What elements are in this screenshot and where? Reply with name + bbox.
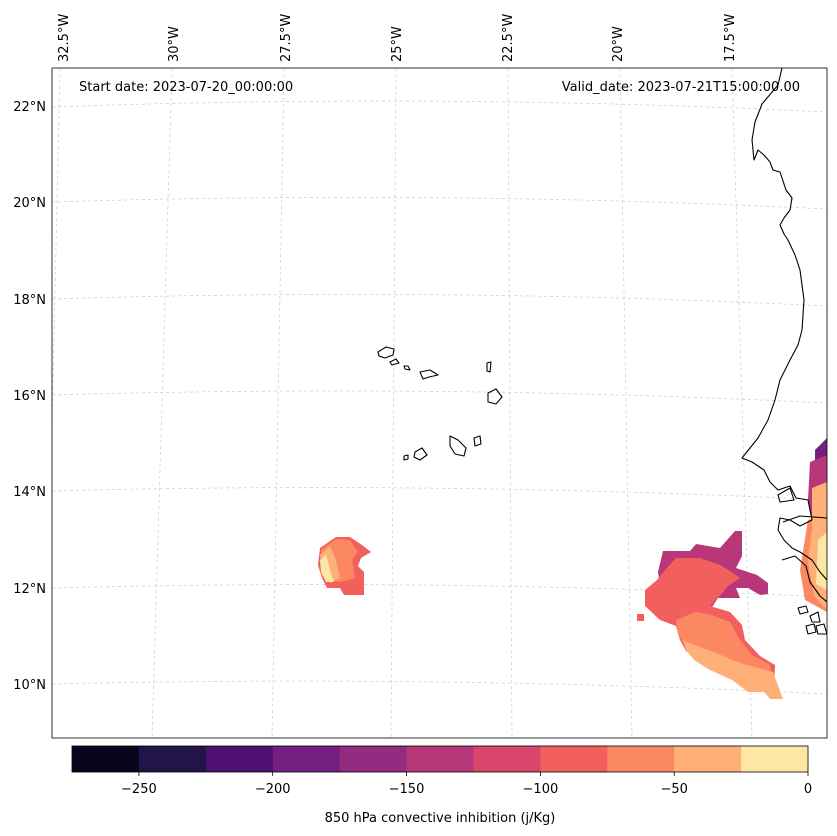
island-santiago (449, 435, 467, 457)
meridian-30w (151, 68, 173, 738)
parallel-20n (52, 196, 827, 210)
coast-bissagos-1 (797, 605, 809, 615)
colorbar-swatch (72, 746, 140, 772)
colorbar-swatch (339, 746, 408, 772)
colorbar-swatch (138, 746, 207, 772)
island-sao-nicolau (419, 369, 439, 380)
island-sao-vicente (377, 346, 395, 359)
cin-region-east-core (816, 532, 827, 590)
cin-region-se-dot (637, 614, 644, 621)
colorbar-tick-label: −250 (121, 782, 157, 797)
cin-field (318, 438, 827, 699)
colorbar-swatch (406, 746, 474, 772)
meridian-22.5w (507, 68, 513, 738)
colorbar-tick-label: −100 (523, 782, 559, 797)
parallel-16n (52, 390, 827, 404)
meridian-27.5w (271, 68, 285, 738)
colorbar-tick-label: −150 (389, 782, 425, 797)
coast-bissagos-2 (809, 611, 821, 623)
island-sal (486, 361, 492, 373)
coast-bissagos-4 (815, 623, 827, 635)
colorbar-swatch (205, 746, 274, 772)
island-maio (473, 435, 482, 447)
colorbar-swatch (607, 746, 675, 772)
colorbar-ticks (138, 772, 809, 776)
valid-date-label: Valid_date: 2023-07-21T15:00:00.00 (562, 80, 800, 95)
parallel-18n (52, 293, 827, 307)
island-santa-luzia (389, 358, 400, 366)
cin-region-se-light (683, 640, 783, 699)
lat-tick-20n: 20°N (13, 196, 46, 211)
meridian-17.5w (731, 68, 753, 738)
map-frame (51, 67, 828, 739)
coast-casamance (782, 515, 827, 523)
start-date-label: Start date: 2023-07-20_00:00:00 (79, 80, 293, 95)
island-branco (403, 365, 411, 371)
island-fogo (413, 447, 428, 461)
lon-tick-25w: 25°W (390, 26, 405, 62)
colorbar-swatch (272, 746, 341, 772)
cin-region-west-core (320, 555, 334, 582)
colorbar-swatch (741, 746, 809, 772)
graticule (52, 68, 827, 738)
meridian-20w (619, 68, 633, 738)
lat-tick-12n: 12°N (13, 582, 46, 597)
colorbar-swatches (72, 746, 809, 772)
parallel-12n (52, 584, 827, 598)
lon-tick-20w: 20°W (611, 26, 626, 62)
coastlines (377, 68, 827, 635)
lat-tick-10n: 10°N (13, 678, 46, 693)
parallel-14n (52, 487, 827, 501)
island-boa-vista (487, 388, 503, 405)
lat-tick-16n: 16°N (13, 389, 46, 404)
parallel-22n (52, 100, 827, 113)
colorbar-swatch (674, 746, 742, 772)
lon-tick-17.5w: 17.5°W (723, 14, 738, 62)
colorbar-frame (71, 745, 809, 773)
coast-bissagos-3 (805, 623, 817, 635)
colorbar-tick-label: 0 (804, 782, 812, 797)
colorbar-swatch (540, 746, 608, 772)
coast-gambia (777, 487, 795, 503)
parallel-10n (52, 680, 827, 695)
lat-tick-14n: 14°N (13, 485, 46, 500)
lon-tick-30w: 30°W (167, 26, 182, 62)
colorbar-tick-label: −200 (255, 782, 291, 797)
colorbar-swatch (473, 746, 541, 772)
lon-tick-32.5w: 32.5°W (57, 14, 72, 62)
colorbar-tick-label: −50 (660, 782, 687, 797)
colorbar: −250 −200 −150 −100 −50 0 850 hPa convec… (71, 745, 812, 826)
meridian-25w (390, 68, 397, 738)
longitude-ticks: 32.5°W 30°W 27.5°W 25°W 22.5°W 20°W 17.5… (57, 14, 738, 62)
lat-tick-18n: 18°N (13, 293, 46, 308)
island-brava (403, 454, 409, 461)
latitude-ticks: 22°N 20°N 18°N 16°N 14°N 12°N 10°N (13, 100, 46, 693)
lon-tick-27.5w: 27.5°W (279, 14, 294, 62)
coast-guinea-bissau (781, 555, 827, 603)
colorbar-title: 850 hPa convective inhibition (j/Kg) (325, 811, 556, 826)
lat-tick-22n: 22°N (13, 100, 46, 115)
africa-coastline (741, 68, 827, 581)
lon-tick-22.5w: 22.5°W (501, 14, 516, 62)
